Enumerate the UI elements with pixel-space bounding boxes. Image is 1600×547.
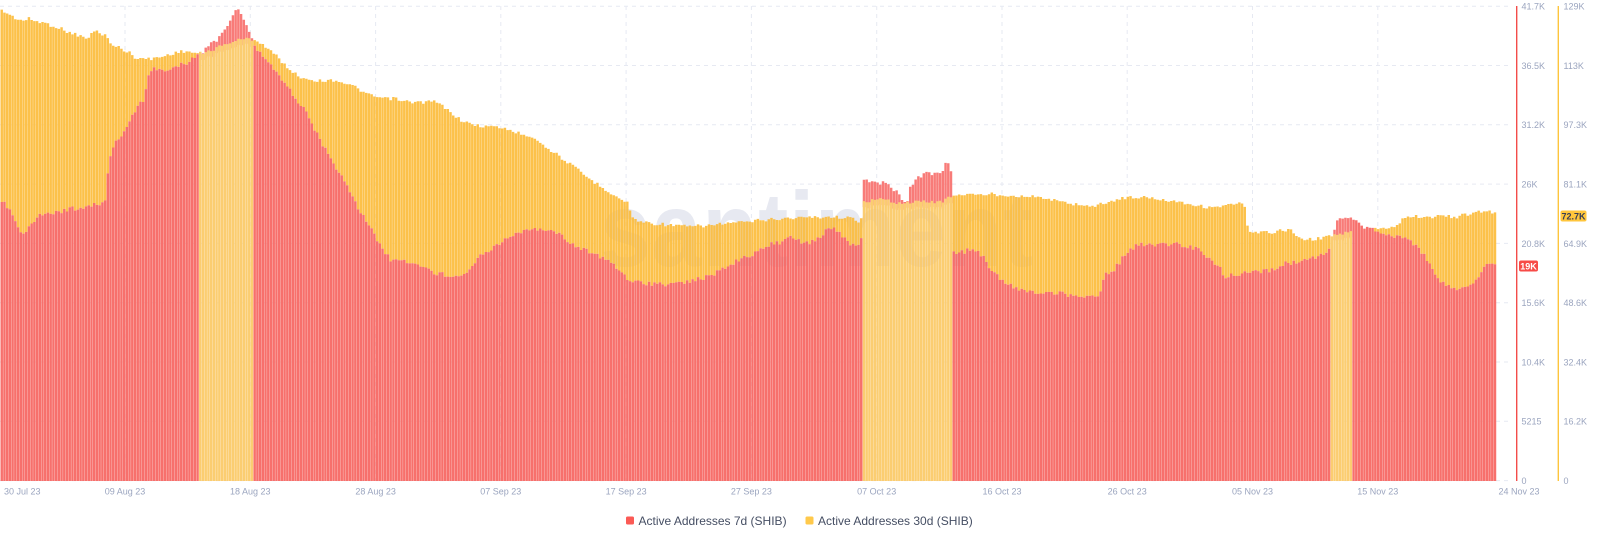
svg-text:16 Oct 23: 16 Oct 23: [982, 487, 1021, 497]
svg-text:5215: 5215: [1522, 417, 1542, 427]
svg-text:20.8K: 20.8K: [1522, 239, 1546, 249]
svg-text:05 Nov 23: 05 Nov 23: [1232, 487, 1273, 497]
svg-text:16.2K: 16.2K: [1564, 417, 1588, 427]
svg-text:26 Oct 23: 26 Oct 23: [1108, 487, 1147, 497]
svg-text:26K: 26K: [1522, 180, 1538, 190]
svg-text:18 Aug 23: 18 Aug 23: [230, 487, 271, 497]
svg-text:07 Oct 23: 07 Oct 23: [857, 487, 896, 497]
svg-text:32.4K: 32.4K: [1564, 357, 1588, 367]
svg-text:15 Nov 23: 15 Nov 23: [1357, 487, 1398, 497]
svg-text:15.6K: 15.6K: [1522, 298, 1546, 308]
svg-text:31.2K: 31.2K: [1522, 120, 1546, 130]
svg-text:48.6K: 48.6K: [1564, 298, 1588, 308]
svg-text:09 Aug 23: 09 Aug 23: [105, 487, 146, 497]
svg-text:28 Aug 23: 28 Aug 23: [355, 487, 396, 497]
svg-text:36.5K: 36.5K: [1522, 61, 1546, 71]
svg-text:19K: 19K: [1520, 261, 1537, 271]
svg-text:santiment: santiment: [600, 170, 1033, 289]
svg-text:81.1K: 81.1K: [1564, 180, 1588, 190]
svg-text:27 Sep 23: 27 Sep 23: [731, 487, 772, 497]
svg-text:07 Sep 23: 07 Sep 23: [480, 487, 521, 497]
svg-text:Active Addresses 7d (SHIB): Active Addresses 7d (SHIB): [639, 514, 787, 528]
svg-text:0: 0: [1564, 476, 1569, 486]
svg-text:0: 0: [1522, 476, 1527, 486]
svg-text:72.7K: 72.7K: [1561, 211, 1586, 221]
svg-text:17 Sep 23: 17 Sep 23: [606, 487, 647, 497]
svg-text:Active Addresses 30d (SHIB): Active Addresses 30d (SHIB): [818, 514, 973, 528]
svg-text:64.9K: 64.9K: [1564, 239, 1588, 249]
svg-text:30 Jul 23: 30 Jul 23: [4, 487, 41, 497]
svg-text:10.4K: 10.4K: [1522, 357, 1546, 367]
svg-text:129K: 129K: [1564, 2, 1585, 12]
svg-text:113K: 113K: [1564, 61, 1584, 71]
svg-text:97.3K: 97.3K: [1564, 120, 1588, 130]
svg-text:24 Nov 23: 24 Nov 23: [1498, 487, 1539, 497]
svg-text:41.7K: 41.7K: [1522, 2, 1546, 12]
